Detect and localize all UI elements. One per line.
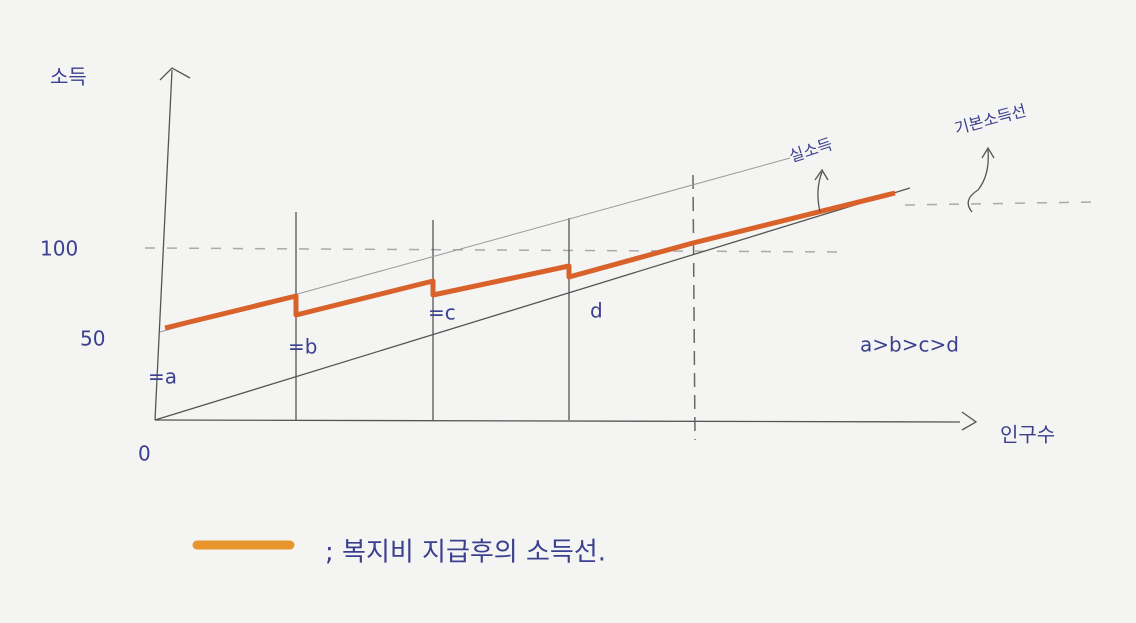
- line-100: [144, 247, 841, 253]
- y-axis: [154, 69, 173, 421]
- x-axis-label: 인구수: [1000, 423, 1055, 447]
- legend-label: ; 복지비 지급후의 소득선.: [325, 538, 606, 568]
- y-axis-label: 소득: [50, 65, 87, 89]
- y-arrow: [159, 67, 191, 81]
- x-axis: [154, 419, 961, 423]
- tick-50: 50: [80, 327, 105, 351]
- tick-100: 100: [40, 237, 78, 261]
- basic-income-arrow: [967, 146, 995, 213]
- label-b: =b: [288, 335, 317, 359]
- origin-label: 0: [138, 442, 151, 466]
- income-after-welfare: [164, 190, 896, 331]
- vertical-dashed: [692, 174, 696, 441]
- label-a: =a: [148, 365, 177, 389]
- x-arrow: [961, 411, 978, 431]
- lower-diagonal: [154, 187, 911, 421]
- label-d: d: [590, 299, 603, 323]
- basic-income-dash: [904, 201, 1096, 206]
- real-income-arrow: [814, 168, 829, 213]
- order-note: a>b>c>d: [860, 333, 959, 357]
- label-c: =c: [428, 301, 456, 325]
